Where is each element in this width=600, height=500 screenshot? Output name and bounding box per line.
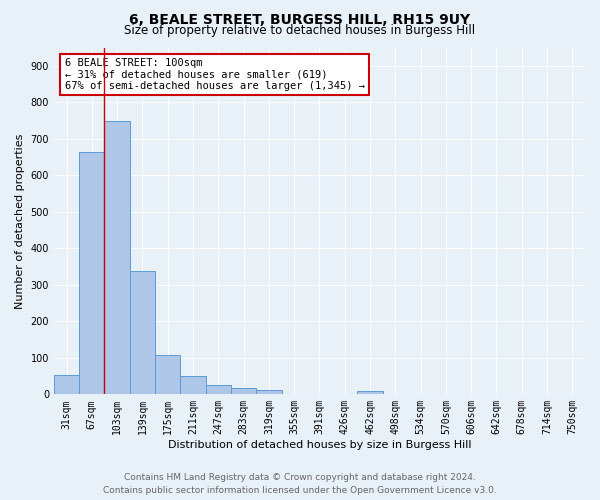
X-axis label: Distribution of detached houses by size in Burgess Hill: Distribution of detached houses by size … — [168, 440, 471, 450]
Y-axis label: Number of detached properties: Number of detached properties — [15, 133, 25, 308]
Text: Contains HM Land Registry data © Crown copyright and database right 2024.
Contai: Contains HM Land Registry data © Crown c… — [103, 473, 497, 495]
Bar — [130, 272, 155, 394]
Bar — [79, 152, 104, 394]
Bar — [155, 355, 181, 395]
Bar — [206, 385, 231, 394]
Bar — [54, 375, 79, 394]
Text: Size of property relative to detached houses in Burgess Hill: Size of property relative to detached ho… — [124, 24, 476, 37]
Bar — [358, 390, 383, 394]
Bar — [104, 120, 130, 394]
Text: 6 BEALE STREET: 100sqm
← 31% of detached houses are smaller (619)
67% of semi-de: 6 BEALE STREET: 100sqm ← 31% of detached… — [65, 58, 365, 91]
Text: 6, BEALE STREET, BURGESS HILL, RH15 9UY: 6, BEALE STREET, BURGESS HILL, RH15 9UY — [130, 12, 470, 26]
Bar — [231, 388, 256, 394]
Bar — [256, 390, 281, 394]
Bar — [181, 376, 206, 394]
